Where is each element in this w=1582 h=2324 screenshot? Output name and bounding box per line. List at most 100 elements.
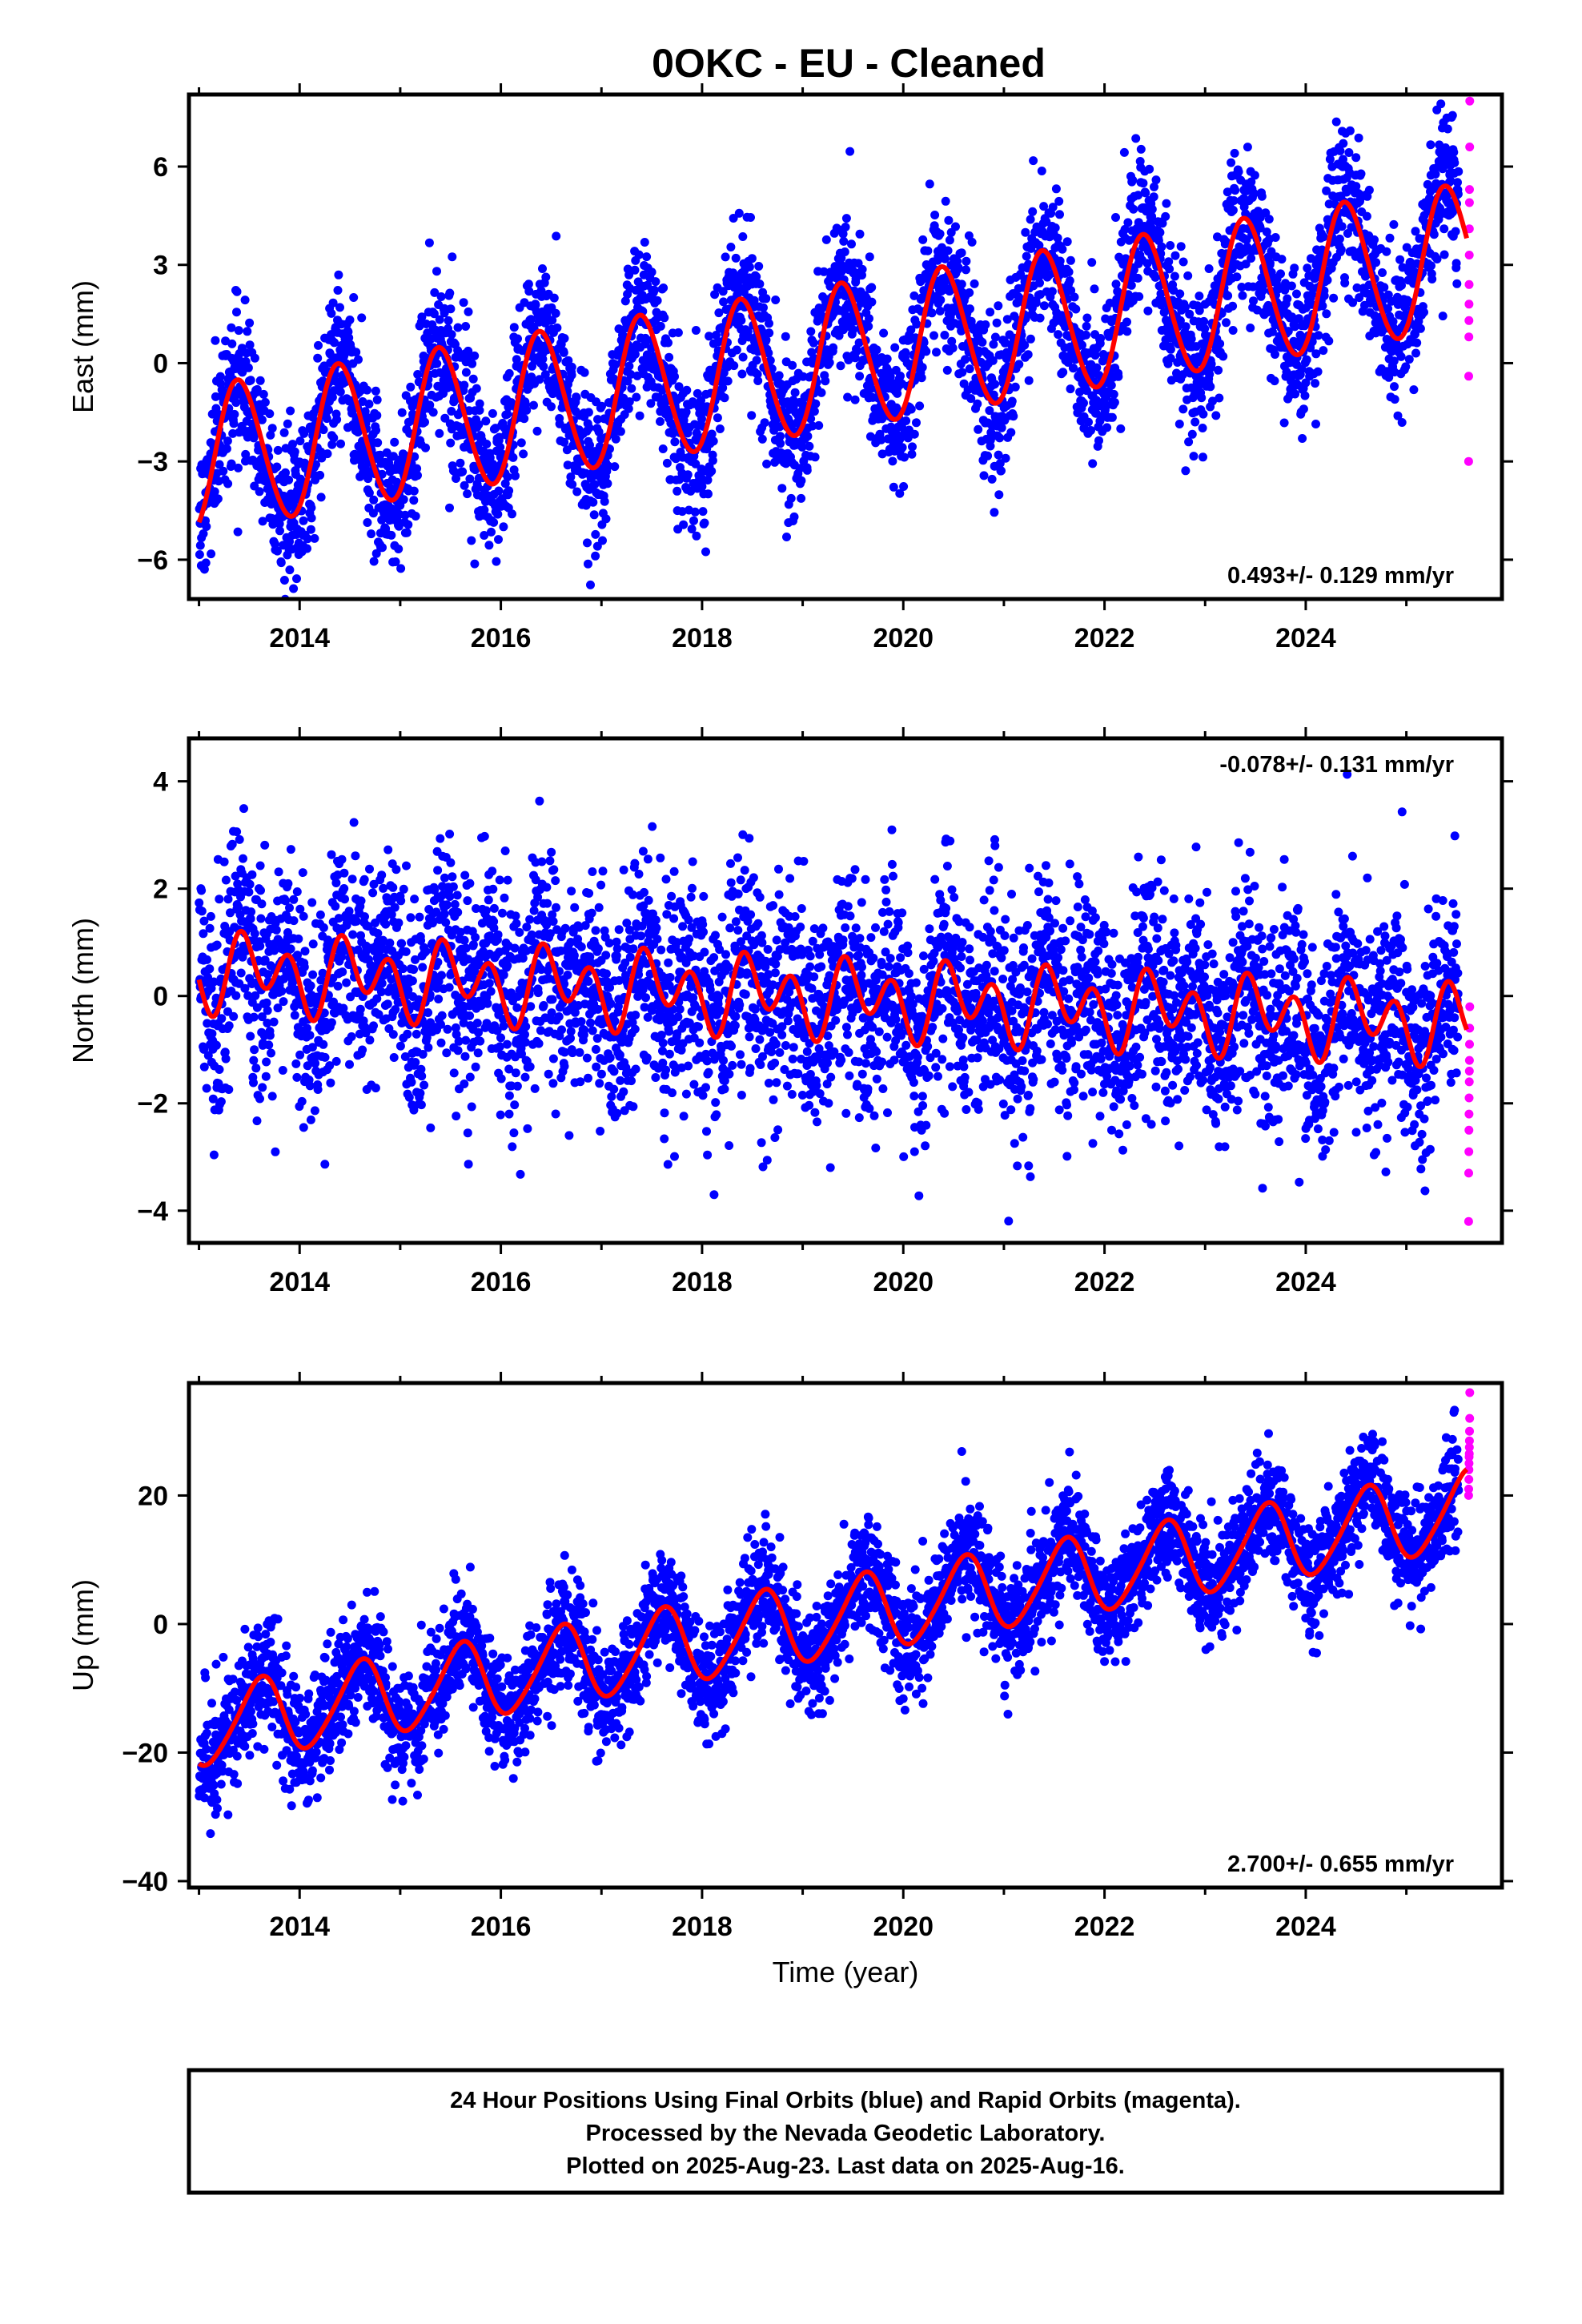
- final-orbit-point: [1170, 271, 1179, 281]
- final-orbit-point: [1116, 424, 1126, 433]
- final-orbit-point: [232, 827, 242, 837]
- final-orbit-point: [983, 451, 993, 460]
- rapid-orbit-point: [1465, 143, 1475, 151]
- final-orbit-point: [1026, 215, 1035, 224]
- final-orbit-point: [966, 394, 976, 404]
- final-orbit-point: [839, 236, 849, 246]
- final-orbit-point: [273, 445, 283, 455]
- final-orbit-point: [357, 313, 367, 323]
- final-orbit-point: [1065, 276, 1074, 285]
- final-orbit-point: [917, 363, 927, 372]
- final-orbit-point: [230, 409, 239, 419]
- final-orbit-point: [303, 534, 312, 544]
- final-orbit-point: [583, 538, 592, 548]
- final-orbit-point: [568, 480, 577, 489]
- final-orbit-point: [771, 296, 781, 304]
- final-orbit-point: [753, 376, 763, 385]
- final-orbit-point: [942, 365, 952, 375]
- final-orbit-point: [701, 547, 710, 557]
- final-orbit-point: [1300, 391, 1310, 400]
- final-orbit-point: [1037, 167, 1046, 175]
- final-orbit-point: [1329, 293, 1339, 303]
- final-orbit-point: [435, 428, 444, 438]
- final-orbit-point: [1166, 344, 1175, 354]
- final-orbit-point: [1035, 278, 1044, 287]
- final-orbit-point: [1133, 273, 1142, 283]
- final-orbit-point: [584, 423, 594, 432]
- final-orbit-point: [1086, 426, 1095, 435]
- final-orbit-point: [383, 999, 392, 1009]
- final-orbit-point: [519, 449, 528, 459]
- final-orbit-point: [847, 239, 856, 249]
- final-orbit-point: [673, 486, 682, 496]
- final-orbit-point: [1181, 322, 1191, 332]
- final-orbit-point: [1082, 313, 1092, 323]
- final-orbit-point: [377, 979, 387, 988]
- final-orbit-point: [306, 1115, 315, 1124]
- final-orbit-point: [1084, 417, 1093, 427]
- final-orbit-point: [1082, 330, 1090, 340]
- final-orbit-point: [705, 332, 714, 341]
- final-orbit-point: [1395, 255, 1405, 264]
- final-orbit-point: [241, 449, 251, 459]
- final-orbit-point: [1264, 215, 1274, 224]
- final-orbit-point: [849, 325, 857, 335]
- final-orbit-point: [409, 965, 419, 975]
- final-orbit-point: [267, 1048, 275, 1058]
- final-orbit-point: [656, 416, 665, 426]
- final-orbit-point: [464, 346, 473, 356]
- final-orbit-point: [411, 512, 420, 521]
- final-orbit-point: [473, 482, 483, 492]
- final-orbit-point: [369, 1021, 378, 1031]
- final-orbit-point: [786, 493, 796, 503]
- final-orbit-point: [765, 328, 774, 338]
- final-orbit-point: [1143, 306, 1153, 316]
- final-orbit-point: [369, 495, 379, 505]
- final-orbit-point: [753, 369, 762, 379]
- final-orbit-point: [412, 1029, 421, 1039]
- final-orbit-point: [855, 372, 865, 381]
- final-orbit-point: [549, 293, 559, 303]
- final-orbit-point: [691, 459, 701, 468]
- final-orbit-point: [1378, 268, 1387, 277]
- final-orbit-point: [1331, 117, 1341, 127]
- final-orbit-point: [538, 264, 547, 273]
- final-orbit-point: [1088, 459, 1098, 468]
- final-orbit-point: [396, 1041, 405, 1051]
- final-orbit-point: [1022, 251, 1031, 261]
- final-orbit-point: [246, 376, 255, 385]
- final-orbit-point: [941, 196, 950, 206]
- final-orbit-point: [552, 231, 561, 241]
- final-orbit-point: [269, 1017, 279, 1027]
- final-orbit-point: [292, 1072, 302, 1082]
- final-orbit-point: [219, 857, 229, 866]
- final-orbit-point: [358, 1045, 367, 1055]
- final-orbit-point: [1362, 211, 1371, 221]
- final-orbit-point: [836, 361, 845, 371]
- final-orbit-point: [195, 550, 204, 559]
- final-orbit-point: [808, 421, 817, 431]
- final-orbit-point: [1070, 292, 1079, 302]
- final-orbit-point: [526, 315, 536, 324]
- final-orbit-point: [211, 336, 220, 345]
- final-orbit-point: [1155, 227, 1165, 237]
- final-orbit-point: [261, 1072, 271, 1081]
- final-orbit-point: [279, 541, 288, 550]
- final-orbit-point: [679, 520, 689, 529]
- final-orbit-point: [390, 903, 400, 912]
- final-orbit-point: [1131, 134, 1141, 143]
- final-orbit-point: [255, 487, 264, 497]
- final-orbit-point: [247, 907, 256, 917]
- final-orbit-point: [626, 370, 636, 379]
- final-orbit-point: [292, 887, 302, 896]
- final-orbit-point: [1138, 179, 1148, 188]
- final-orbit-point: [1197, 393, 1207, 403]
- final-orbit-point: [737, 316, 746, 325]
- final-orbit-point: [425, 400, 435, 410]
- final-orbit-point: [1058, 244, 1067, 254]
- final-orbit-point: [256, 886, 265, 895]
- final-orbit-point: [1279, 418, 1289, 428]
- final-orbit-point: [803, 432, 813, 441]
- final-orbit-point: [600, 497, 609, 506]
